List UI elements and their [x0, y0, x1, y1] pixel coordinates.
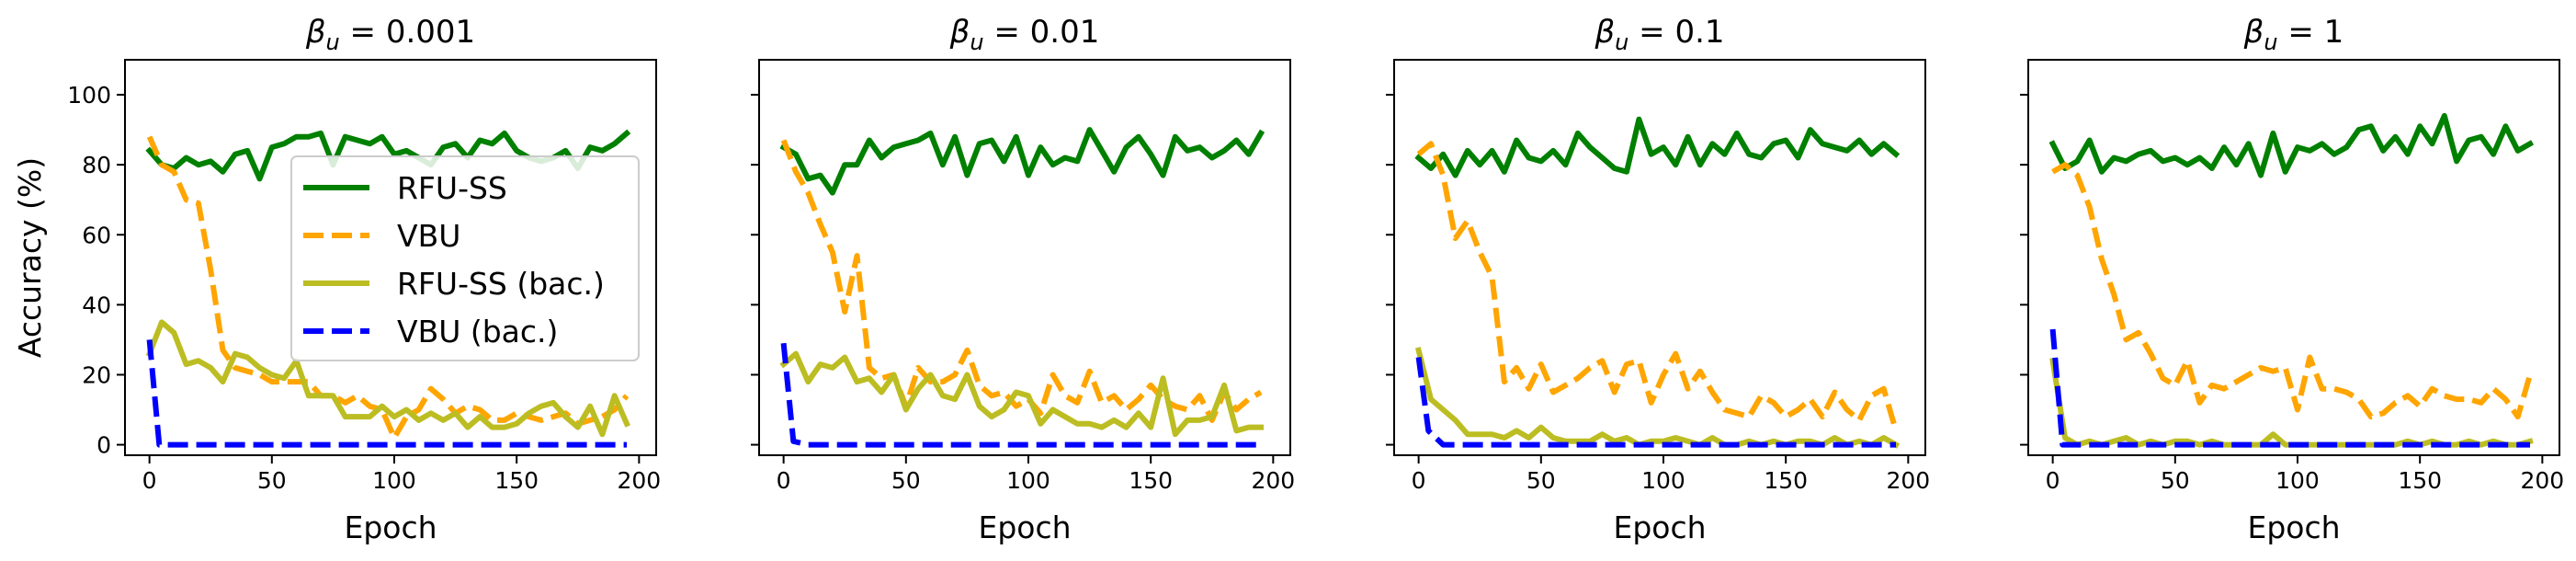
y-tick-label: 100	[67, 82, 111, 109]
x-tick-label: 0	[2046, 467, 2060, 494]
x-axis-label: Epoch	[1613, 509, 1706, 545]
series-line-series-1	[2048, 112, 2535, 178]
series-line-vbu	[146, 135, 630, 441]
legend-box	[290, 155, 640, 361]
chart-panel-3: 0 50 100 150 200 Epoch βu = 0.1	[1386, 14, 1930, 545]
y-tick-label: 40	[82, 292, 111, 318]
series-line-series-1	[1414, 116, 1901, 178]
series-line-series-4	[1415, 357, 1896, 448]
chart-panel-2: 0 50 100 150 200 Epoch βu = 0.01	[751, 14, 1295, 545]
chart-title: βu = 1	[2243, 14, 2344, 55]
chart-panel-4: 0 50 100 150 200 Epoch βu = 1	[2020, 14, 2564, 545]
x-axis-label: Epoch	[2247, 509, 2340, 545]
series-line-vbu-bac	[146, 339, 627, 448]
x-tick-label: 150	[494, 467, 539, 494]
x-tick-label: 0	[777, 467, 791, 494]
plot-frame	[2027, 59, 2560, 456]
legend-label: VBU	[397, 218, 460, 254]
x-tick-label: 100	[372, 467, 416, 494]
x-tick-label: 50	[257, 467, 287, 494]
y-axis-label: Accuracy (%)	[12, 157, 48, 358]
series-line-series-2	[1416, 141, 1899, 432]
y-tick-label: 60	[82, 222, 111, 248]
x-tick-label: 100	[1006, 467, 1050, 494]
x-tick-label: 200	[617, 467, 661, 494]
series-line-series-2	[2051, 162, 2533, 420]
chart-panel-1: 0 50 100 150 200 0 20 40 60 80 100 Epoch Accuracy (%…	[12, 14, 661, 545]
plot-frame	[1393, 59, 1926, 456]
legend-label: RFU-SS	[397, 170, 507, 206]
x-tick-label: 0	[1412, 467, 1426, 494]
x-tick-label: 50	[2161, 467, 2190, 494]
legend: RFU-SS VBU RFU-SS (bac.) VBU (bac.)	[290, 155, 640, 361]
x-axis-label: Epoch	[344, 509, 437, 545]
x-tick-label: 200	[1251, 467, 1295, 494]
x-axis-label: Epoch	[978, 509, 1071, 545]
series-line-series-4	[2049, 328, 2530, 448]
x-tick-label: 200	[1886, 467, 1930, 494]
y-tick-label: 20	[82, 361, 111, 388]
series-line-series-3	[779, 350, 1264, 438]
x-tick-label: 200	[2520, 467, 2564, 494]
plot-frame	[124, 59, 657, 456]
x-tick-label: 150	[1129, 467, 1173, 494]
series-line-rfu-ss-bac	[145, 319, 630, 438]
plot-frame	[758, 59, 1291, 456]
x-tick-label: 50	[891, 467, 921, 494]
series-line-series-1	[779, 127, 1265, 196]
chart-title: βu = 0.1	[1594, 14, 1724, 55]
chart-title: βu = 0.01	[949, 14, 1100, 55]
series-line-series-3	[1414, 347, 1901, 449]
y-tick-label: 80	[82, 152, 111, 178]
legend-label: RFU-SS (bac.)	[397, 266, 605, 302]
x-tick-label: 0	[142, 467, 157, 494]
x-tick-label: 100	[2275, 467, 2320, 494]
y-tick-label: 0	[96, 432, 111, 459]
series-line-series-3	[2049, 357, 2534, 448]
series-line-series-4	[780, 342, 1261, 448]
x-tick-label: 150	[2398, 467, 2442, 494]
x-tick-label: 50	[1526, 467, 1556, 494]
series-line-series-2	[780, 139, 1263, 423]
x-tick-label: 150	[1764, 467, 1808, 494]
x-tick-label: 100	[1641, 467, 1685, 494]
chart-title: βu = 0.001	[305, 14, 475, 55]
legend-label: VBU (bac.)	[397, 314, 558, 349]
